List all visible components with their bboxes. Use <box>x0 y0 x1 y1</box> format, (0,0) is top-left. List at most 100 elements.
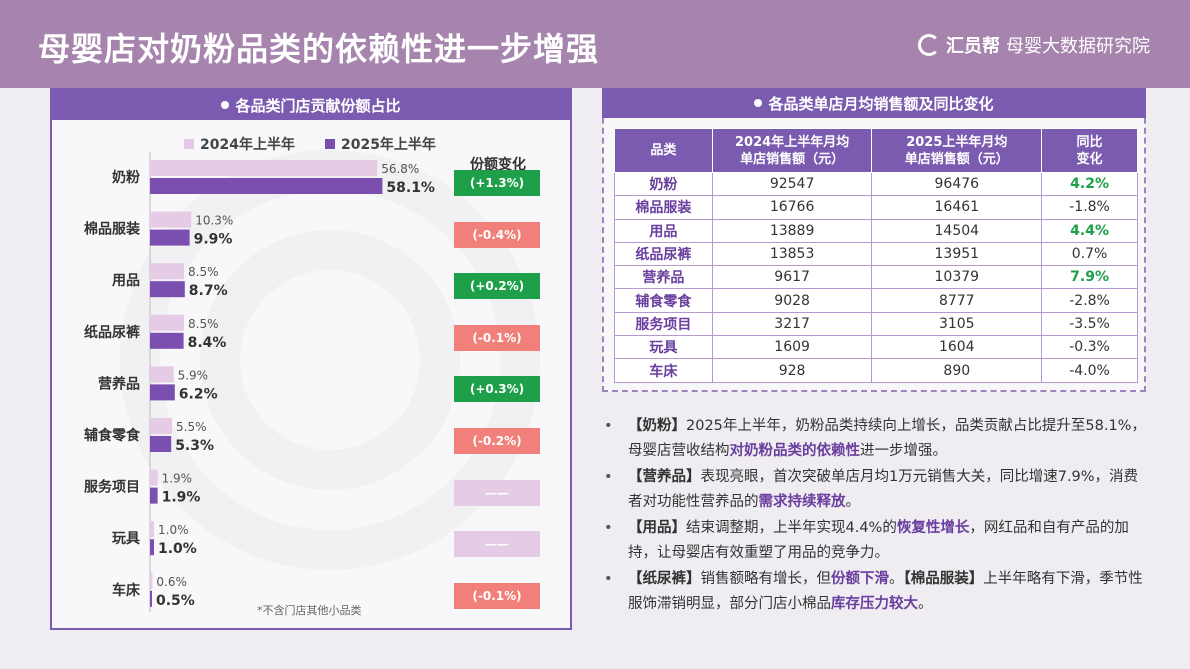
table-cell-v2025: 1604 <box>871 335 1043 360</box>
data-label-2024: 1.0% <box>158 523 189 537</box>
bar-2024 <box>150 160 378 176</box>
category-label: 用品 <box>112 273 140 289</box>
table-header-cell: 品类 <box>614 128 713 173</box>
table-cell-yoy: -1.8% <box>1041 195 1138 220</box>
data-label-2024: 8.5% <box>188 317 219 331</box>
insight-bullet: 【纸尿裤】销售额略有增长，但份额下滑。【棉品服装】上半年略有下滑，季节性服饰滞销… <box>604 567 1152 617</box>
table-cell-v2025: 890 <box>871 358 1043 383</box>
insight-bullet: 【营养品】表现亮眼，首次突破单店月均1万元销售大关，同比增速7.9%，消费者对功… <box>604 465 1152 515</box>
bar-2024 <box>150 418 172 434</box>
table-cell-cat: 用品 <box>614 218 713 243</box>
share-chart-title-text: 各品类门店贡献份额占比 <box>235 96 401 115</box>
table-row: 车床 928 890 -4.0% <box>614 358 1138 383</box>
table-cell-cat: 服务项目 <box>614 311 713 337</box>
page-title: 母婴店对奶粉品类的依赖性进一步增强 <box>38 30 600 68</box>
table-cell-cat: 棉品服装 <box>614 195 713 220</box>
data-label-2025: 8.7% <box>189 283 228 299</box>
share-change-badge: (-0.2%) <box>454 428 540 454</box>
brand-subtitle: 母婴大数据研究院 <box>1006 36 1150 57</box>
legend-swatch-2024 <box>184 139 194 149</box>
bar-2025 <box>150 229 190 246</box>
share-change-badge: (+0.3%) <box>454 376 540 403</box>
category-label: 服务项目 <box>84 479 140 496</box>
bar-2024 <box>150 469 158 486</box>
table-cell-v2025: 96476 <box>871 171 1043 197</box>
data-label-2025: 8.4% <box>188 335 227 351</box>
bullet-text: 结束调整期，上半年实现4.4%的 <box>686 520 897 536</box>
table-cell-yoy: -0.3% <box>1041 335 1138 360</box>
data-label-2025: 0.5% <box>156 593 195 609</box>
bullet-text: 2025年上半年，奶粉品类持续向上增长，品类贡献占比提升至58.1%，母婴店营收… <box>628 418 1146 459</box>
bar-2024 <box>150 211 192 228</box>
table-cell-v2024: 13889 <box>711 218 873 243</box>
table-cell-v2025: 8777 <box>871 288 1043 313</box>
bullet-text: ，网红品和自有产品的加持，让母婴店有效重塑了用品的竞争力。 <box>628 520 1129 561</box>
bullet-dot-icon <box>221 101 230 109</box>
table-row: 棉品服装 16766 16461 -1.8% <box>614 195 1138 220</box>
share-change-badge: —— <box>454 531 540 558</box>
share-bar-chart: 奶粉 56.8% 58.1% 棉品服装 10.3% 9.9% 用品 8.5% 8.7% 纸品尿裤 8… <box>84 152 435 612</box>
table-cell-v2024: 9028 <box>711 288 873 313</box>
table-cell-v2024: 92547 <box>711 171 873 197</box>
category-label: 奶粉 <box>112 169 140 186</box>
category-label: 棉品服装 <box>84 221 141 238</box>
table-header-cell: 同比 变化 <box>1041 128 1138 173</box>
sales-table-title: 各品类单店月均销售额及同比变化 <box>602 88 1146 118</box>
share-chart-panel: 各品类门店贡献份额占比 2024年上半年 2025年上半年 份额变化 奶粉 56.… <box>50 88 572 630</box>
highlight-text: 对奶粉品类的依赖性 <box>729 443 861 459</box>
data-label-2025: 5.3% <box>175 438 214 454</box>
table-cell-yoy: 4.4% <box>1041 218 1138 243</box>
table-cell-yoy: 7.9% <box>1041 265 1138 290</box>
table-header-cell: 2025上半年月均 单店销售额（元） <box>871 128 1043 173</box>
bullet-text: 。 <box>845 494 861 510</box>
table-cell-v2025: 16461 <box>871 195 1043 220</box>
table-cell-v2024: 9617 <box>711 265 873 290</box>
data-label-2025: 1.9% <box>162 490 201 506</box>
table-cell-v2024: 928 <box>711 358 873 383</box>
table-cell-yoy: 4.2% <box>1041 171 1138 197</box>
data-label-2025: 1.0% <box>158 541 197 557</box>
sales-table-panel: 各品类单店月均销售额及同比变化 品类 2024年上半年月均 单店销售额（元） 2025… <box>602 88 1146 392</box>
category-label: 营养品 <box>98 375 140 392</box>
legend-label-2025: 2025年上半年 <box>340 137 436 153</box>
table-cell-cat: 奶粉 <box>614 171 713 197</box>
table-cell-cat: 辅食零食 <box>614 288 713 313</box>
category-label: 辅食零食 <box>84 427 141 444</box>
share-change-badge: (-0.1%) <box>454 582 540 609</box>
brand-logo-icon <box>918 34 940 56</box>
highlight-text: 库存压力较大 <box>831 596 918 612</box>
data-label-2024: 8.5% <box>188 265 219 279</box>
table-cell-v2024: 16766 <box>711 195 873 220</box>
data-label-2025: 58.1% <box>386 180 435 196</box>
bar-2024 <box>150 572 153 589</box>
data-label-2024: 5.5% <box>176 420 207 434</box>
bullet-text: 上半年略有下滑，季节性服饰滞销明显，部分门店小棉品 <box>628 571 1143 612</box>
share-chart-title: 各品类门店贡献份额占比 <box>52 90 570 120</box>
table-cell-cat: 营养品 <box>614 265 713 290</box>
highlight-text: 恢复性增长 <box>896 520 970 536</box>
legend-item-2024: 2024年上半年 <box>184 134 295 154</box>
legend-swatch-2025 <box>324 139 335 149</box>
table-cell-v2024: 1609 <box>711 335 873 360</box>
insight-bullet: 【奶粉】2025年上半年，奶粉品类持续向上增长，品类贡献占比提升至58.1%，母… <box>604 414 1152 464</box>
category-tag: 【棉品服装】 <box>903 571 984 587</box>
legend-item-2025: 2025年上半年 <box>324 134 436 154</box>
table-body: 奶粉 92547 96476 4.2% 棉品服装 16766 16461 -1.8% 用品 138… <box>614 171 1138 383</box>
bullet-text: 。 <box>889 571 904 587</box>
table-row: 纸品尿裤 13853 13951 0.7% <box>614 241 1138 267</box>
legend-label-2024: 2024年上半年 <box>200 137 295 153</box>
table-cell-v2025: 10379 <box>871 265 1043 290</box>
header-bar: 母婴店对奶粉品类的依赖性进一步增强 汇员帮 母婴大数据研究院 <box>0 0 1190 88</box>
table-cell-v2025: 3105 <box>871 311 1043 337</box>
table-row: 奶粉 92547 96476 4.2% <box>614 171 1138 197</box>
bar-2025 <box>150 178 383 194</box>
category-tag: 【奶粉】 <box>628 418 686 434</box>
table-header-row: 品类 2024年上半年月均 单店销售额（元） 2025上半年月均 单店销售额（元） 同比变… <box>614 128 1138 173</box>
highlight-text: 需求持续释放 <box>758 494 846 510</box>
bullet-text: 进一步增强。 <box>860 443 947 459</box>
table-cell-v2024: 13853 <box>711 241 873 267</box>
bar-2025 <box>150 539 154 556</box>
bar-2024 <box>150 366 174 383</box>
bar-2024 <box>150 521 154 538</box>
category-tag: 【纸尿裤】 <box>628 571 701 587</box>
